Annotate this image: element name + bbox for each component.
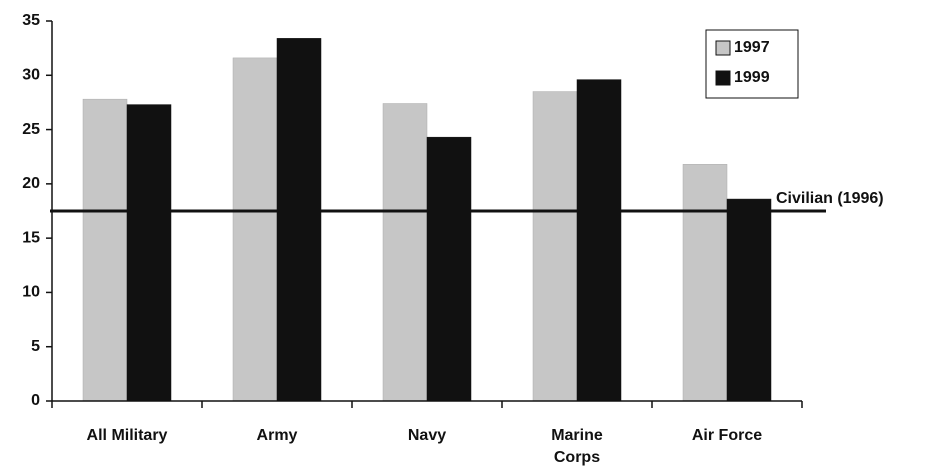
bar [276,38,322,402]
x-tick-label: All Military [86,427,168,444]
bar [682,164,728,402]
y-tick-label: 25 [22,121,40,138]
legend-box [705,29,799,99]
bar [426,136,472,402]
bar [576,79,622,402]
bar [126,104,172,402]
bar [82,98,128,402]
legend-label: 1997 [734,39,770,56]
y-tick-label: 15 [22,229,40,246]
x-tick-label: Marine Corps [551,427,603,466]
y-tick-label: 20 [22,175,40,192]
x-tick-label: Air Force [691,427,763,444]
y-tick-label: 10 [22,284,40,301]
y-tick-label: 5 [31,338,40,355]
bar [232,57,278,402]
y-tick-label: 0 [31,392,40,409]
y-tick-label: 35 [22,12,40,29]
y-tick-label: 30 [22,67,40,84]
x-tick-label: Navy [407,427,447,444]
bar [382,103,428,402]
legend-label: 1999 [734,69,770,86]
x-tick-label: Army [256,427,298,444]
legend-swatch [715,40,731,56]
legend-swatch [715,70,731,86]
bar [532,91,578,402]
reference-label: Civilian (1996) [776,190,884,207]
bar [726,198,772,402]
